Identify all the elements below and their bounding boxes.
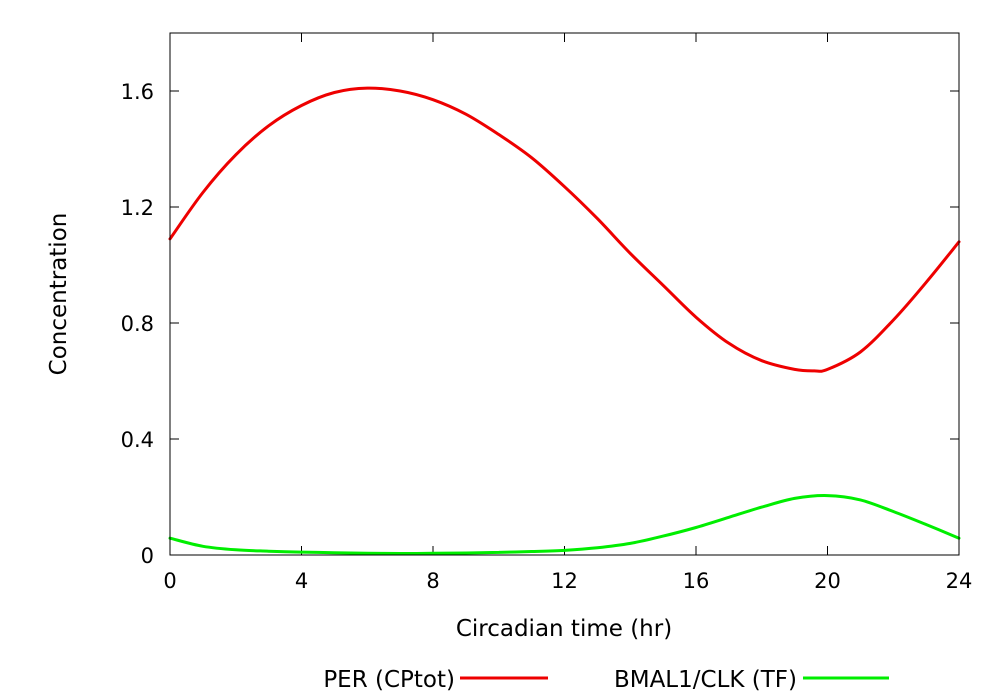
legend-label: PER (CPtot) — [323, 667, 455, 693]
series-line-1 — [168, 494, 961, 555]
y-tick-label: 0.8 — [121, 312, 154, 336]
y-tick-label: 1.6 — [121, 80, 154, 104]
y-tick-label: 0 — [141, 544, 154, 568]
x-tick-label: 8 — [426, 569, 439, 593]
tick-labels: 0 4 8 12 16 20 24 0 0.4 0.8 1.2 1.6 — [121, 80, 973, 593]
y-tick-label: 0.4 — [121, 428, 154, 452]
x-tick-label: 12 — [551, 569, 578, 593]
x-tick-label: 20 — [814, 569, 841, 593]
series-lines — [168, 86, 961, 555]
series-line-0 — [168, 86, 961, 373]
x-tick-label: 24 — [946, 569, 973, 593]
x-axis-label: Circadian time (hr) — [456, 616, 672, 642]
x-tick-label: 0 — [163, 569, 176, 593]
x-tick-label: 4 — [295, 569, 308, 593]
y-axis-label: Concentration — [46, 213, 72, 376]
plot-frame — [169, 32, 960, 556]
legend-label: BMAL1/CLK (TF) — [614, 667, 797, 693]
y-tick-label: 1.2 — [121, 196, 154, 220]
legend: PER (CPtot) BMAL1/CLK (TF) — [323, 667, 889, 693]
x-tick-label: 16 — [683, 569, 710, 593]
